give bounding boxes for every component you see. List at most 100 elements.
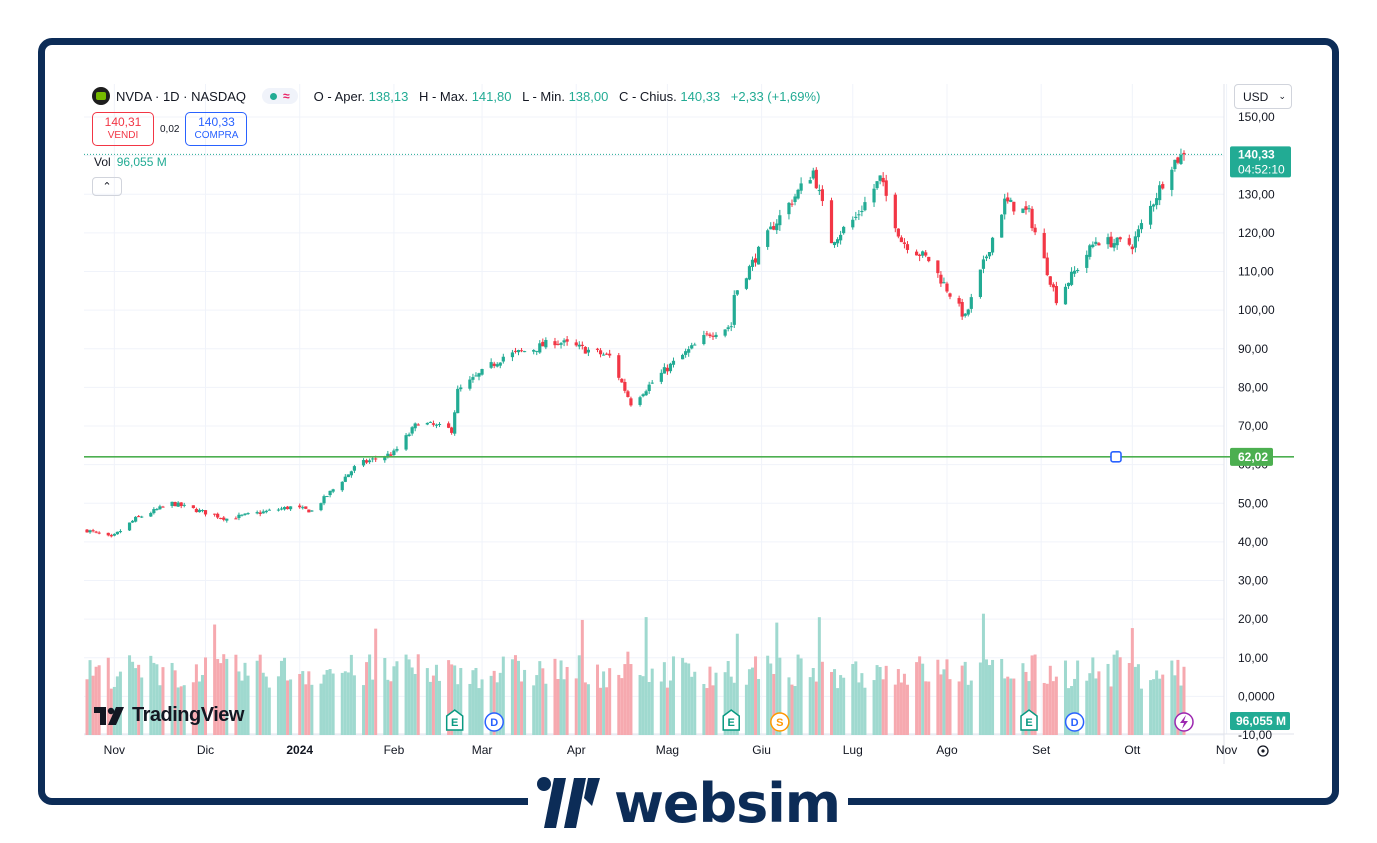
volume-bar [732,682,736,735]
candle-body [137,516,141,518]
candle-body [808,180,812,184]
candle-body [650,382,654,384]
volume-bar [966,684,970,735]
low-value: 138,00 [568,88,609,104]
candle-body [671,360,676,365]
candle-body [453,412,457,434]
line-drag-handle [1110,451,1122,463]
candle-body [264,510,268,513]
currency-select[interactable]: USD ⌄ [1234,84,1292,109]
candle-body [88,530,92,533]
candle-body [902,242,907,244]
volume-bar [301,671,305,735]
volume-bar [1091,657,1095,735]
volume-bar [711,685,715,735]
volume-bar [480,679,484,735]
candle-body [583,346,587,354]
x-tick-label: Lug [843,743,863,757]
buy-label: COMPRA [194,130,239,141]
volume-legend[interactable]: Vol 96,055 M [94,155,167,169]
volume-bar [319,683,323,735]
candle-body [1076,269,1080,271]
tradingview-logo[interactable]: TradingView [94,704,244,727]
volume-bar [757,679,761,735]
volume-bar [204,657,208,735]
volume-bar [857,682,861,735]
candle-body [468,379,472,389]
candle-body [918,254,922,256]
volume-bar [510,659,514,735]
volume-bar [176,687,180,735]
candle-body [617,355,621,378]
candle-body [437,423,442,425]
volume-bar [884,665,888,735]
symbol-label[interactable]: NVDA · 1D · NASDAQ [116,88,247,104]
candle-body [948,293,952,297]
volume-bar [261,672,265,735]
volume-bar [833,669,837,735]
volume-bar [219,663,223,735]
candle-body [562,340,566,343]
y-tick-label: 90,00 [1238,342,1268,356]
volume-bar [304,684,308,735]
volume-bar [325,670,329,735]
chart-area[interactable]: 150,00140,00130,00120,00110,00100,0090,0… [84,84,1294,764]
volume-bar [693,671,697,735]
candle-body [817,190,821,192]
volume-bar [772,673,776,735]
candle-body [1024,206,1028,210]
volume-bar [161,667,165,735]
tradingview-wordmark: TradingView [132,704,244,726]
candle-body [203,510,208,515]
buy-button[interactable]: 140,33 COMPRA [185,112,248,146]
y-tick-label: 130,00 [1238,187,1275,201]
candle-body [629,398,633,406]
volume-bar [1094,678,1098,735]
volume-bar [395,661,399,735]
high-value: 141,80 [471,88,512,104]
volume-bar [474,667,478,735]
spread-value: 0,02 [160,123,180,135]
candle-body [112,533,116,536]
candle-body [115,531,119,535]
candle-body [325,496,329,498]
volume-bar [705,688,709,735]
volume-bar [532,685,536,735]
volume-bar [179,686,183,735]
sell-button[interactable]: 140,31 VENDI [92,112,154,146]
volume-bar [362,685,366,735]
volume-bar [194,664,198,735]
volume-bar [240,680,244,735]
candle-body [787,202,791,215]
candle-body [957,298,961,304]
lightning-icon [1180,715,1188,729]
volume-bar [729,676,733,735]
candle-body [416,424,420,426]
volume-bar [477,688,481,735]
volume-bar [173,670,177,735]
volume-bar [1006,676,1010,735]
candle-body [331,489,335,492]
candle-body [1176,157,1180,163]
volume-bar [687,663,691,735]
volume-bar [346,672,350,735]
collapse-legend-button[interactable]: ⌃ [92,177,122,196]
candle-body [1066,282,1071,287]
candle-body [735,290,739,295]
status-pill[interactable]: ≈ [262,88,298,104]
volume-bar [820,661,824,735]
volume-bar [267,687,271,735]
candle-body [775,223,779,231]
candle-body [519,350,524,352]
candle-body [222,517,226,520]
candle-body [793,196,797,202]
y-tick-label: 20,00 [1238,612,1268,626]
volume-bar [881,679,885,735]
candle-body [91,530,95,532]
candle-body [285,506,290,510]
candle-body [772,226,776,230]
volume-bar [957,681,961,735]
candlestick-chart[interactable]: 150,00140,00130,00120,00110,00100,0090,0… [84,84,1294,764]
volume-bar [650,668,654,735]
candle-body [158,506,162,510]
